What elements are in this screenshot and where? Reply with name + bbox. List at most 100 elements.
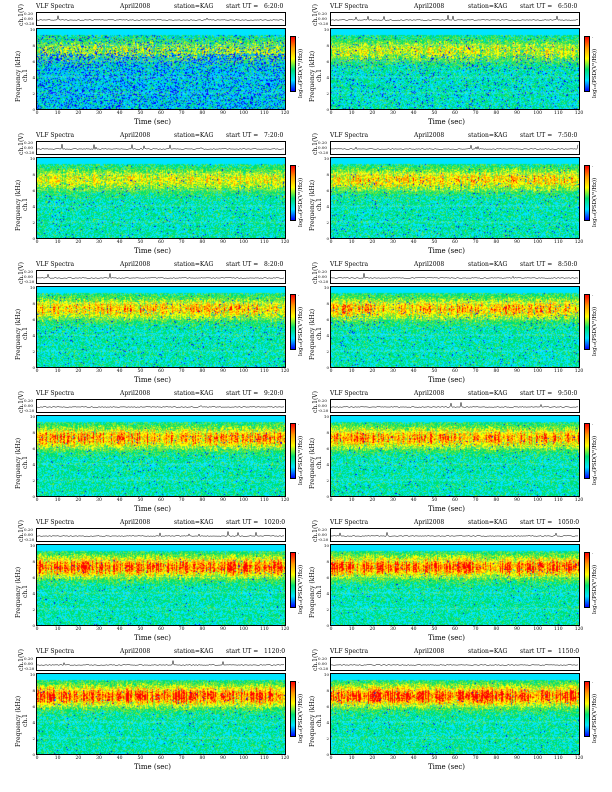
x-axis-label: Time (sec) [428,505,466,513]
spectrogram [330,415,580,497]
x-tick-label: 100 [533,498,542,503]
y-tick-label: 4 [32,591,35,596]
x-tick-label: 80 [493,240,500,245]
x-tick-label: 0 [35,111,39,116]
x-tick-label: 0 [329,369,333,374]
time-series-plot [331,144,579,150]
x-axis-label: Time (sec) [134,763,172,771]
y-tick-label: 8 [326,688,329,693]
freq-ylabel: Frequency (kHz) [309,50,316,102]
y-tick-label: 10 [323,672,329,677]
x-tick-label: 60 [158,498,164,503]
y-tick-label: 2 [32,478,35,483]
start-time: 8:50:0 [558,261,578,268]
spectrogram-image [37,674,285,754]
x-tick-label: 10 [348,240,355,245]
x-tick-label: 120 [280,369,290,374]
time-series-plot [331,402,579,408]
x-tick-label: 120 [280,111,290,116]
colorbar-tick: - [298,681,300,685]
y-tick-label: 4 [326,591,329,596]
ts-tick: 0.20 [318,398,327,403]
header-text: start UT = [226,390,259,397]
x-tick-label: 10 [54,498,61,503]
x-tick-label: 30 [390,111,396,116]
spectrogram-image [37,416,285,496]
x-tick-label: 60 [158,111,164,116]
x-tick-label: 60 [158,756,164,761]
x-tick-label: 110 [554,627,563,632]
x-axis-label: Time (sec) [428,247,466,255]
x-tick-label: 40 [410,240,417,245]
x-tick-label: 30 [96,756,102,761]
header-text: VLF Spectra [330,132,369,139]
colorbar-tick: - [298,423,300,427]
start-time: 1120:0 [264,648,286,655]
y-tick-label: 8 [326,172,329,177]
colorbar-tick: - [298,36,300,40]
y-tick-label: 2 [326,478,329,483]
x-tick-label: 80 [199,498,206,503]
x-tick-label: 90 [220,627,226,632]
x-tick-label: 80 [199,627,206,632]
header-text: VLF Spectra [330,390,369,397]
colorbar [584,552,590,608]
panel-header: VLF Spectra April2008 station=KAG start UT … [330,389,592,398]
x-tick-label: 10 [348,369,355,374]
ts-tick: -0.20 [318,21,329,26]
header-text: station=KAG [174,132,214,139]
ts-tick: 0.00 [24,403,33,408]
x-tick-label: 100 [239,627,248,632]
colorbar-tick: - [592,475,594,479]
x-tick-label: 30 [390,627,396,632]
spectrogram [36,544,286,626]
y-tick-label: 0 [32,365,35,370]
y-tick-label: 8 [32,301,35,306]
x-tick-label: 20 [369,756,376,761]
header-text: April2008 [120,3,151,10]
x-tick-label: 90 [220,756,226,761]
y-tick-label: 8 [326,43,329,48]
spectrogram-image [331,287,579,367]
colorbar [584,294,590,350]
x-tick-label: 120 [574,627,584,632]
x-tick-label: 10 [348,111,355,116]
y-tick-label: 6 [32,59,35,64]
freq-ylabel: Frequency (kHz) [15,50,22,102]
spectrogram [330,157,580,239]
time-series-line [37,144,285,151]
y-tick-label: 0 [32,752,35,757]
y-tick-label: 4 [326,333,329,338]
y-tick-label: 0 [32,236,35,241]
x-tick-label: 40 [116,498,123,503]
panel-header: VLF Spectra April2008 station=KAG start UT … [36,2,298,11]
x-tick-label: 0 [329,627,333,632]
x-tick-label: 70 [472,240,479,245]
x-tick-label: 60 [452,498,458,503]
x-tick-label: 30 [390,756,396,761]
x-tick-label: 10 [348,498,355,503]
spectrogram-panel: VLF Spectra April2008 station=KAG start UT … [14,389,306,517]
y-tick-label: 8 [326,430,329,435]
time-series-line [331,273,579,279]
colorbar-tick: - [298,475,300,479]
colorbar-tick: - [298,346,300,350]
x-tick-label: 90 [220,369,226,374]
header-text: April2008 [120,261,151,268]
colorbar-tick: - [298,217,300,221]
y-tick-label: 10 [29,27,35,32]
ts-tick: 0.00 [24,661,33,666]
spectrogram-image [331,416,579,496]
x-tick-label: 90 [514,498,520,503]
panel-header: VLF Spectra April2008 station=KAG start UT … [330,518,592,527]
ts-tick: 0.20 [318,269,327,274]
x-tick-label: 80 [493,627,500,632]
x-tick-label: 10 [54,756,61,761]
y-tick-label: 10 [323,285,329,290]
header-text: start UT = [226,261,259,268]
colorbar [584,36,590,92]
spectrogram-panel: VLF Spectra April2008 station=KAG start UT … [308,2,600,130]
y-tick-label: 8 [32,430,35,435]
panel-header: VLF Spectra April2008 station=KAG start UT … [330,647,592,656]
start-time: 6:20:0 [264,3,284,10]
